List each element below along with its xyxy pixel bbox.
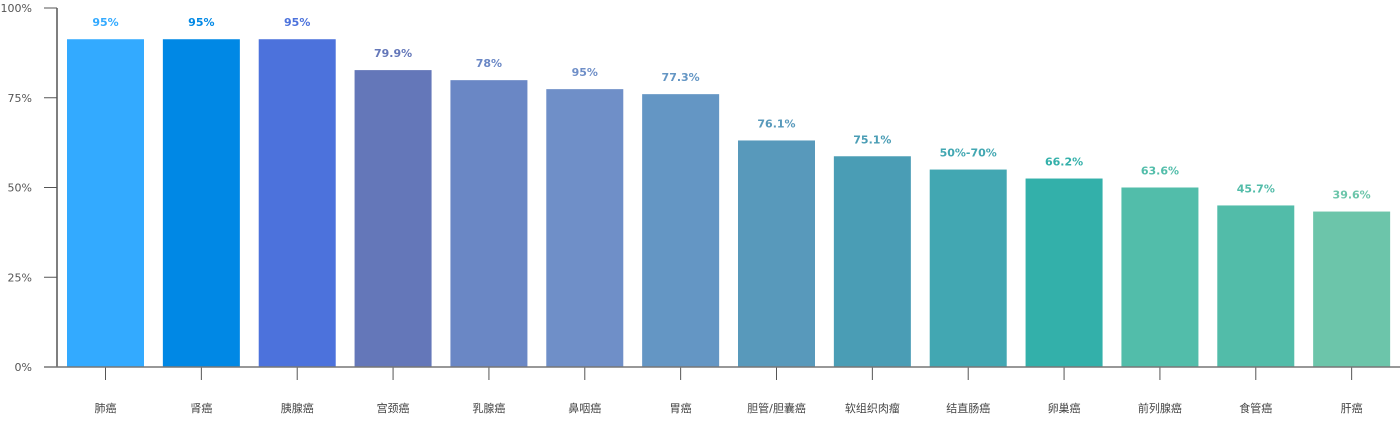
x-tick-label: 鼻咽癌 <box>568 401 601 415</box>
bars: 95% 95% 95% 79.9% 78% 95% 77.3% 76.1% 75.1% 50%-7… <box>67 16 1391 368</box>
x-tick-label: 结直肠癌 <box>946 401 990 415</box>
data-label: 77.3% <box>662 71 700 84</box>
data-label: 50%-70% <box>940 147 997 160</box>
y-tick-label: 100% <box>1 2 32 15</box>
data-label: 66.2% <box>1045 156 1083 169</box>
bar <box>929 169 1007 367</box>
data-label: 95% <box>188 16 214 29</box>
x-tick-label: 卵巢癌 <box>1048 401 1081 415</box>
data-label: 45.7% <box>1237 182 1275 195</box>
bar <box>258 39 336 367</box>
y-axis: 0% 25% 50% 75% 100% <box>1 2 58 374</box>
data-label: 78% <box>476 57 502 70</box>
bar <box>642 94 720 367</box>
bar <box>1217 205 1295 367</box>
data-label: 79.9% <box>374 47 412 60</box>
x-axis: 肺癌 肾癌 胰腺癌 宫颈癌 乳腺癌 鼻咽癌 胃癌 胆管/胆囊癌 软组织肉瘤 结直肠癌 卵巢癌 前列腺癌… <box>44 366 1400 415</box>
bar <box>162 39 240 367</box>
data-label: 95% <box>92 16 118 29</box>
bar <box>1313 211 1391 367</box>
x-tick-label: 胰腺癌 <box>281 401 314 415</box>
x-tick-label: 食管癌 <box>1239 401 1272 415</box>
x-tick-label: 肝癌 <box>1341 401 1363 415</box>
y-tick-label: 75% <box>8 92 32 105</box>
bar <box>450 80 528 367</box>
x-tick-label: 宫颈癌 <box>377 401 410 415</box>
data-label: 39.6% <box>1333 189 1371 202</box>
bar <box>1025 178 1103 367</box>
y-tick-label: 25% <box>8 271 32 284</box>
bar <box>546 89 624 367</box>
data-label: 75.1% <box>853 133 891 146</box>
x-tick-label: 胃癌 <box>670 401 692 415</box>
y-tick-label: 0% <box>15 361 32 374</box>
x-tick-label: 胆管/胆囊癌 <box>747 401 806 415</box>
data-label: 95% <box>572 66 598 79</box>
data-label: 76.1% <box>757 117 795 130</box>
data-label: 63.6% <box>1141 165 1179 178</box>
x-tick-label: 乳腺癌 <box>472 401 505 415</box>
x-tick-label: 前列腺癌 <box>1138 401 1182 415</box>
bar <box>1121 187 1199 367</box>
bar <box>833 156 911 367</box>
bar <box>738 140 815 367</box>
x-tick-label: 肺癌 <box>95 401 117 415</box>
data-label: 95% <box>284 16 310 29</box>
x-tick-label: 软组织肉瘤 <box>845 401 900 415</box>
bar <box>67 39 144 367</box>
bar <box>354 70 432 368</box>
x-tick-label: 肾癌 <box>190 401 212 415</box>
y-tick-label: 50% <box>8 182 32 195</box>
